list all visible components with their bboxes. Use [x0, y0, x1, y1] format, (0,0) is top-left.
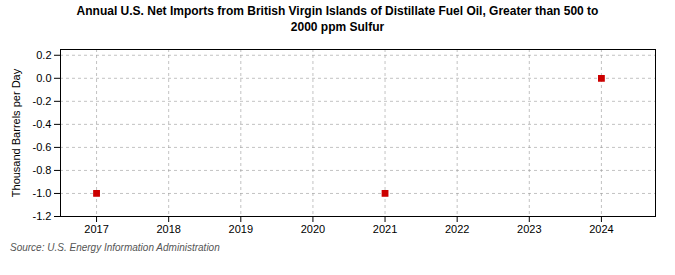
svg-text:2024: 2024 — [589, 223, 613, 235]
svg-text:-0.6: -0.6 — [33, 141, 52, 153]
svg-text:-0.4: -0.4 — [33, 118, 52, 130]
svg-text:-0.8: -0.8 — [33, 164, 52, 176]
svg-text:2017: 2017 — [84, 223, 108, 235]
svg-text:0.2: 0.2 — [36, 49, 51, 61]
html-text:Source: U.S. Energy Informatio: Source: U.S. Energy Information Administ… — [10, 242, 220, 254]
svg-text:-0.2: -0.2 — [33, 95, 52, 107]
svg-text:0.0: 0.0 — [36, 72, 51, 84]
svg-text:2018: 2018 — [156, 223, 180, 235]
svg-text:2020: 2020 — [301, 223, 325, 235]
svg-text:-1.0: -1.0 — [33, 187, 52, 199]
svg-text:2019: 2019 — [229, 223, 253, 235]
svg-text:2023: 2023 — [517, 223, 541, 235]
svg-text:2021: 2021 — [373, 223, 397, 235]
html-text:Annual U.S. Net Imports from B: Annual U.S. Net Imports from British Vir… — [76, 4, 599, 34]
svg-text:2022: 2022 — [445, 223, 469, 235]
svg-text:-1.2: -1.2 — [33, 210, 52, 222]
svg-text:Thousand Barrels per Day: Thousand Barrels per Day — [10, 68, 22, 197]
